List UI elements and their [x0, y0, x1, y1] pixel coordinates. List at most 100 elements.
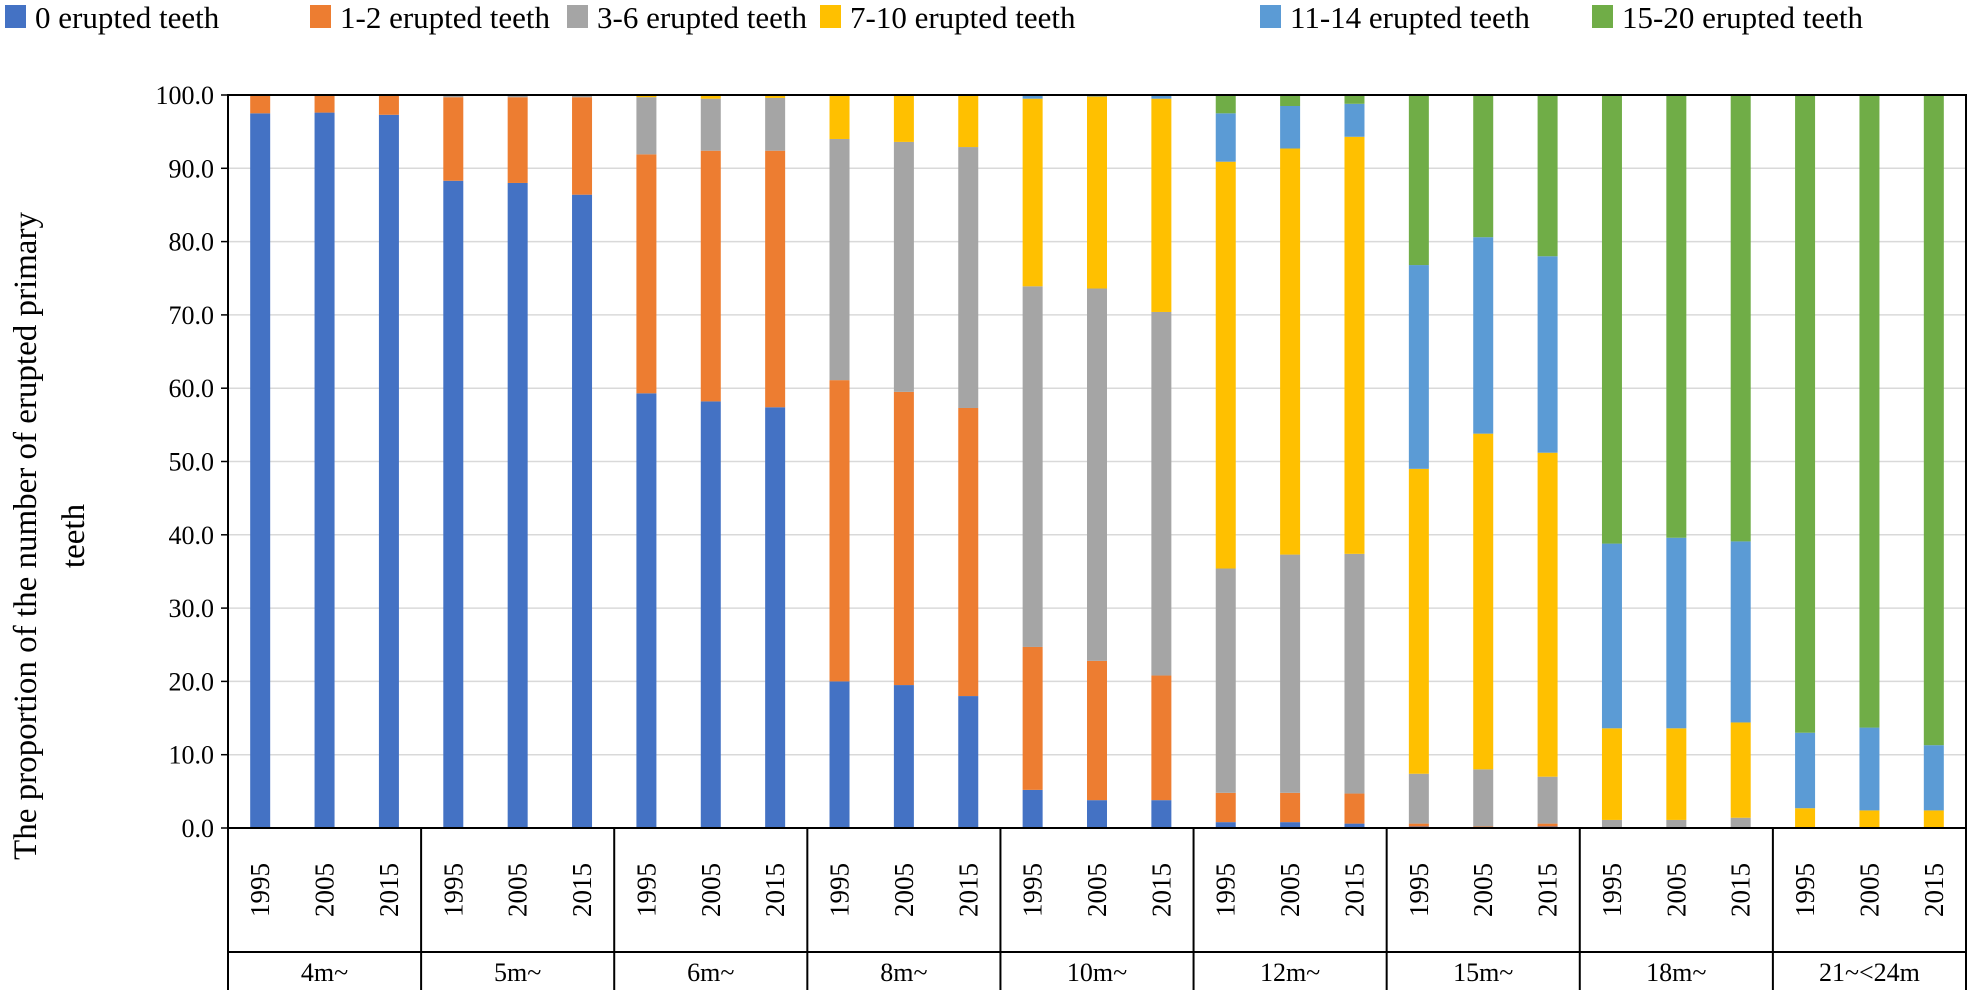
x-tick-label-year: 2005 [1661, 863, 1691, 917]
legend-swatch [1260, 5, 1281, 28]
bar-segment [1022, 98, 1043, 287]
bar-segment [1215, 568, 1236, 793]
bar-segment [1666, 728, 1687, 820]
bar-segment [1473, 826, 1494, 828]
bar-segment [765, 407, 786, 828]
bar-segment [1280, 792, 1301, 823]
bar-segment [1151, 311, 1172, 676]
x-tick-label-year: 2015 [567, 863, 597, 917]
bar-segment [1215, 792, 1236, 823]
x-tick-label-year: 2015 [1726, 863, 1756, 917]
y-axis-title-line-1: The proportion of the number of erupted … [8, 212, 44, 860]
x-tick-label-year: 2015 [1146, 863, 1176, 917]
bar-segment [1795, 95, 1816, 733]
bar-segment [1408, 773, 1429, 824]
bar-segment [1408, 95, 1429, 266]
legend-swatch [310, 5, 331, 28]
x-tick-label-year: 1995 [245, 863, 275, 917]
y-tick-label: 100.0 [156, 81, 215, 110]
bar-segment [1151, 800, 1172, 828]
bar-segment [378, 114, 399, 828]
bar-segment [1601, 95, 1622, 544]
bar-segment [1795, 808, 1816, 828]
bar-segment [1730, 95, 1751, 542]
y-tick-label: 10.0 [169, 741, 215, 770]
bar-segment [507, 95, 528, 98]
bar-segment [893, 95, 914, 142]
x-tick-label-year: 1995 [438, 863, 468, 917]
bar-segment [765, 97, 786, 151]
bar-segment [572, 95, 593, 98]
bar-segment [1473, 433, 1494, 770]
x-tick-label-year: 2015 [1919, 863, 1949, 917]
bars [250, 95, 1944, 829]
bar-segment [1344, 136, 1365, 554]
bar-segment [1280, 554, 1301, 793]
y-tick-label: 90.0 [169, 154, 215, 183]
bar-segment [1087, 288, 1107, 661]
bar-segment [700, 95, 721, 99]
bar-segment [958, 147, 979, 408]
bar-segment [700, 401, 721, 828]
bar-segment [1923, 95, 1944, 746]
bar-segment [636, 154, 657, 394]
legend-label: 0 erupted teeth [35, 0, 220, 35]
x-tick-label-year: 2005 [503, 863, 533, 917]
bar-segment [1601, 819, 1622, 828]
x-group-label: 4m~ [301, 958, 348, 987]
x-group-label: 12m~ [1260, 958, 1320, 987]
bar-segment [893, 141, 914, 392]
bar-segment [1473, 95, 1494, 238]
bar-segment [1087, 660, 1107, 801]
bar-segment [443, 95, 464, 98]
y-tick-label: 60.0 [169, 374, 215, 403]
x-tick-label-year: 2005 [1468, 863, 1498, 917]
bar-segment [1408, 468, 1429, 774]
bar-segment [765, 95, 786, 98]
bar-segment [1795, 732, 1816, 809]
bar-segment [1537, 256, 1558, 453]
bar-segment [1022, 95, 1043, 99]
bar-segment [1923, 810, 1944, 828]
bar-segment [1344, 793, 1365, 824]
legend: 0 erupted teeth 1-2 erupted teeth 3-6 erup… [5, 0, 1864, 35]
y-tick-label: 20.0 [169, 667, 215, 696]
y-tick-label: 30.0 [169, 594, 215, 623]
bar-segment [1280, 148, 1301, 555]
bar-segment [636, 95, 657, 98]
bar-segment [829, 380, 850, 682]
x-axis-labels: 1995 2005 2015 4m~ 1995 2005 2015 5m~ 1995 2005 20… [245, 863, 1949, 987]
bar-segment [1344, 95, 1365, 104]
bar-segment [1537, 776, 1558, 824]
bar-segment [1859, 727, 1880, 811]
x-group-label: 21~<24m [1819, 958, 1920, 987]
x-tick-label-year: 2015 [953, 863, 983, 917]
bar-segment [1859, 810, 1880, 828]
bar-segment [1601, 728, 1622, 820]
x-tick-label-year: 1995 [1404, 863, 1434, 917]
x-group-label: 8m~ [880, 958, 927, 987]
bar-segment [1730, 541, 1751, 723]
bar-segment [1215, 161, 1236, 569]
y-tick-label: 70.0 [169, 301, 215, 330]
bar-segment [572, 194, 593, 829]
bar-segment [636, 393, 657, 828]
bar-segment [250, 113, 271, 828]
bar-segment [1280, 105, 1301, 149]
bar-segment [1215, 113, 1236, 162]
x-tick-label-year: 1995 [825, 863, 855, 917]
bar-segment [1151, 95, 1172, 99]
bar-segment [1215, 822, 1236, 828]
bar-segment [1022, 646, 1043, 790]
x-tick-label-year: 2015 [1533, 863, 1563, 917]
bar-segment [829, 138, 850, 381]
legend-swatch [567, 5, 588, 28]
bar-segment [507, 182, 528, 828]
bar-segment [250, 95, 271, 114]
y-tick-label: 40.0 [169, 521, 215, 550]
bar-segment [1666, 95, 1687, 538]
bar-segment [1087, 96, 1107, 289]
bar-segment [1087, 800, 1107, 828]
y-tick-label: 0.0 [182, 814, 215, 843]
legend-swatch [1592, 5, 1613, 28]
